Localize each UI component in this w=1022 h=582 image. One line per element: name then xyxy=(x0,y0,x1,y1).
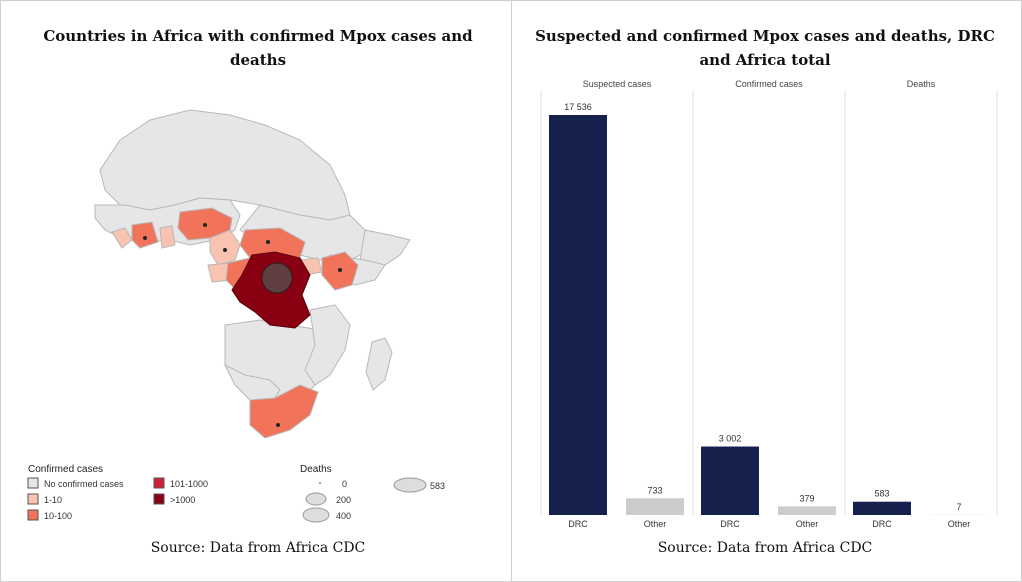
bar-value-label: 3 002 xyxy=(719,434,742,444)
chart-source: Source: Data from Africa CDC xyxy=(657,540,873,556)
legend-deaths-title: Deaths xyxy=(300,464,332,475)
map-legend: Confirmed cases No confirmed cases 1-10 … xyxy=(27,464,445,523)
bar-other xyxy=(626,498,684,515)
death-dot-cote-divoire xyxy=(143,236,147,240)
category-label: DRC xyxy=(568,519,588,529)
map-source: Source: Data from Africa CDC xyxy=(150,540,366,556)
svg-text:>1000: >1000 xyxy=(170,495,195,505)
country-mozambique xyxy=(304,304,351,386)
legend-item-101-1000: 101-1000 xyxy=(153,477,208,489)
legend-deaths-0: 0 xyxy=(319,479,347,489)
svg-text:400: 400 xyxy=(336,511,351,521)
bar-other xyxy=(778,506,836,515)
svg-text:200: 200 xyxy=(336,495,351,505)
country-cote-divoire xyxy=(131,221,159,249)
facet-label: Deaths xyxy=(907,79,936,89)
country-madagascar xyxy=(365,337,393,391)
svg-text:583: 583 xyxy=(430,481,445,491)
bar-value-label: 583 xyxy=(874,489,889,499)
legend-cases-title: Confirmed cases xyxy=(28,464,103,475)
death-dot-cameroon xyxy=(223,248,227,252)
svg-text:10-100: 10-100 xyxy=(44,511,72,521)
category-label: Other xyxy=(948,519,971,529)
bar-value-label: 379 xyxy=(799,493,814,503)
death-circle-drc xyxy=(261,262,293,294)
facet-label: Suspected cases xyxy=(583,79,652,89)
bar-value-label: 17 536 xyxy=(564,102,592,112)
category-label: Other xyxy=(796,519,819,529)
chart-title: Suspected and confirmed Mpox cases and d… xyxy=(535,27,995,69)
category-label: Other xyxy=(644,519,667,529)
svg-text:1-10: 1-10 xyxy=(44,495,62,505)
bar-value-label: 733 xyxy=(647,485,662,495)
panel-divider xyxy=(511,0,512,582)
svg-text:0: 0 xyxy=(342,479,347,489)
legend-item-1-10: 1-10 xyxy=(27,493,62,505)
bar-drc xyxy=(701,446,759,515)
bar-chart: Suspected cases 17 536 DRC 733 Other Confirme… xyxy=(540,79,998,529)
legend-deaths-200: 200 xyxy=(305,492,351,506)
svg-text:No confirmed cases: No confirmed cases xyxy=(44,479,124,489)
africa-map xyxy=(94,109,411,439)
death-dot-kenya xyxy=(338,268,342,272)
map-title: Countries in Africa with confirmed Mpox … xyxy=(43,27,473,69)
bar-value-label: 7 xyxy=(956,502,961,512)
category-label: DRC xyxy=(720,519,740,529)
legend-item-over-1000: >1000 xyxy=(153,493,195,505)
legend-item-no-cases: No confirmed cases xyxy=(27,477,124,489)
legend-deaths-583: 583 xyxy=(393,477,445,493)
facet-label: Confirmed cases xyxy=(735,79,803,89)
legend-item-10-100: 10-100 xyxy=(27,509,72,521)
svg-text:101-1000: 101-1000 xyxy=(170,479,208,489)
death-dot-car xyxy=(266,240,270,244)
category-label: DRC xyxy=(872,519,892,529)
legend-deaths-400: 400 xyxy=(302,507,351,523)
bar-drc xyxy=(853,501,911,515)
country-ghana xyxy=(159,225,176,249)
bar-drc xyxy=(549,115,607,515)
country-south-africa xyxy=(249,384,319,439)
death-dot-nigeria xyxy=(203,223,207,227)
death-dot-south-africa xyxy=(276,423,280,427)
